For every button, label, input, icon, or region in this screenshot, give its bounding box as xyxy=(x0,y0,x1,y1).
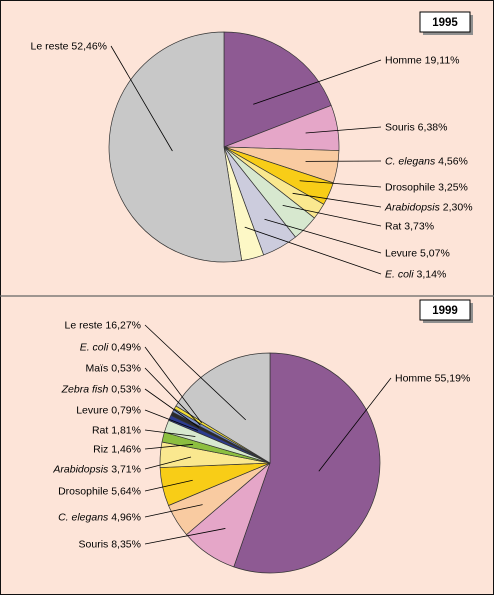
label-le-reste: Le reste 52,46% xyxy=(31,41,107,53)
label-riz: Riz 1,46% xyxy=(93,444,141,456)
label-name: Zebra fish xyxy=(61,384,109,396)
label-value: 1,81% xyxy=(108,425,141,437)
label-name: E. coli xyxy=(80,342,109,354)
label-value: 5,64% xyxy=(108,486,141,498)
label-value: 0,79% xyxy=(108,405,141,417)
label-zebra-fish: Zebra fish 0,53% xyxy=(61,384,141,396)
label-name: Levure xyxy=(385,248,417,260)
label-value: 4,56% xyxy=(435,156,468,168)
label-value: 16,27% xyxy=(102,320,141,332)
label-arabidopsis: Arabidopsis 2,30% xyxy=(384,202,473,214)
year-title: 1999 xyxy=(432,305,458,317)
label-name: Arabidopsis xyxy=(384,202,441,214)
label-name: Le reste xyxy=(31,41,69,53)
label-name: Le reste xyxy=(65,320,103,332)
label-levure: Levure 5,07% xyxy=(385,248,450,260)
label-value: 3,71% xyxy=(108,464,141,476)
label-value: 8,35% xyxy=(108,539,141,551)
label-drosophile: Drosophile 3,25% xyxy=(385,182,468,194)
label-value: 4,96% xyxy=(108,512,141,524)
label-value: 6,38% xyxy=(415,122,448,134)
pie-slices xyxy=(109,32,339,262)
label-value: 3,14% xyxy=(414,269,447,281)
label-name: Drosophile xyxy=(58,486,108,498)
label-value: 5,07% xyxy=(417,248,450,260)
label-name: Maïs xyxy=(86,363,109,375)
label-homme: Homme 55,19% xyxy=(395,373,470,385)
label-name: Riz xyxy=(93,444,108,456)
label-rat: Rat 3,73% xyxy=(385,221,434,233)
label-name: Levure xyxy=(76,405,108,417)
label-name: C. elegans xyxy=(58,512,109,524)
label-value: 3,73% xyxy=(401,221,434,233)
label-drosophile: Drosophile 5,64% xyxy=(58,486,141,498)
label-e-coli: E. coli 0,49% xyxy=(80,342,141,354)
year-badge: 1999 xyxy=(420,300,473,323)
label-name: Arabidopsis xyxy=(52,464,109,476)
label-souris: Souris 6,38% xyxy=(385,122,447,134)
label-mais: Maïs 0,53% xyxy=(86,363,141,375)
label-name: Souris xyxy=(385,122,415,134)
label-value: 0,49% xyxy=(108,342,141,354)
label-e-coli: E. coli 3,14% xyxy=(385,269,446,281)
label-name: C. elegans xyxy=(385,156,436,168)
label-value: 52,46% xyxy=(68,41,107,53)
label-value: 0,53% xyxy=(108,363,141,375)
label-value: 0,53% xyxy=(108,384,141,396)
label-value: 1,46% xyxy=(108,444,141,456)
label-souris: Souris 8,35% xyxy=(79,539,141,551)
label-value: 3,25% xyxy=(435,182,468,194)
label-homme: Homme 19,11% xyxy=(385,55,460,67)
label-name: Rat xyxy=(385,221,401,233)
label-c-elegans: C. elegans 4,96% xyxy=(58,512,141,524)
label-arabidopsis: Arabidopsis 3,71% xyxy=(52,464,141,476)
label-value: 2,30% xyxy=(440,202,473,214)
label-name: E. coli xyxy=(385,269,414,281)
label-value: 19,11% xyxy=(422,55,460,67)
label-name: Rat xyxy=(92,425,108,437)
label-name: Drosophile xyxy=(385,182,435,194)
pie-slices xyxy=(160,353,380,573)
label-c-elegans: C. elegans 4,56% xyxy=(385,156,468,168)
year-title: 1995 xyxy=(432,17,458,29)
label-le-reste: Le reste 16,27% xyxy=(65,320,141,332)
label-levure: Levure 0,79% xyxy=(76,405,141,417)
year-badge: 1995 xyxy=(420,12,473,35)
label-name: Homme xyxy=(385,55,422,67)
label-name: Souris xyxy=(79,539,109,551)
label-rat: Rat 1,81% xyxy=(92,425,141,437)
label-value: 55,19% xyxy=(432,373,471,385)
label-name: Homme xyxy=(395,373,432,385)
